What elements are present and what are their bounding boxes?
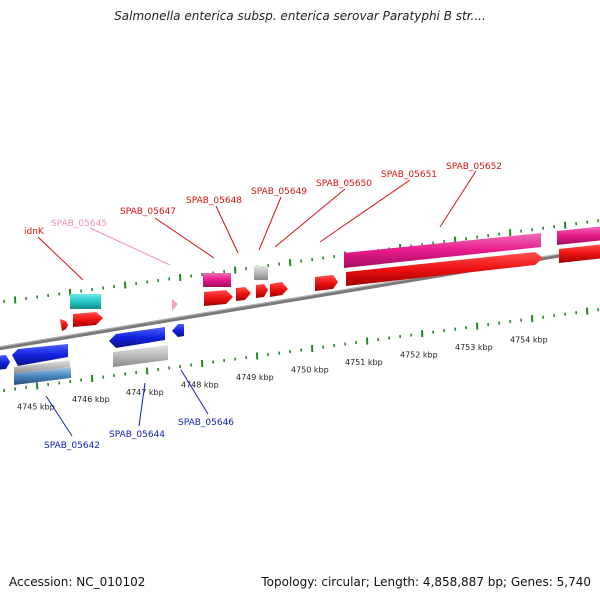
gene-label-SPAB_05645[interactable]: SPAB_05645 (51, 219, 107, 229)
gene-label-SPAB_05642[interactable]: SPAB_05642 (44, 441, 100, 451)
gene-label-SPAB_05647[interactable]: SPAB_05647 (120, 207, 176, 217)
forward-cds[interactable] (559, 244, 600, 263)
reverse-cds[interactable] (0, 355, 10, 370)
topology-summary: Topology: circular; Length: 4,858,887 bp… (261, 575, 591, 589)
outer-tick-row (3, 219, 600, 304)
SPAB_05644-misc[interactable] (113, 345, 168, 367)
position-tick-label: 4749 kbp (236, 373, 274, 382)
gene-label-idnK[interactable]: idnK (24, 227, 45, 237)
position-tick-label: 4754 kbp (510, 336, 548, 345)
SPAB_05647-feature[interactable] (203, 273, 231, 287)
map-title: Salmonella enterica subsp. enterica sero… (114, 9, 486, 23)
SPAB_05642-misc[interactable] (14, 367, 71, 385)
position-tick-label: 4747 kbp (126, 388, 164, 397)
SPAB_05649-feature[interactable] (254, 266, 268, 280)
forward-cds[interactable] (204, 290, 233, 306)
SPAB_05651-feature[interactable] (344, 233, 541, 268)
position-tick-labels: 4745 kbp 4746 kbp 4747 kbp 4748 kbp 4749 kbp… (17, 336, 548, 412)
forward-cds[interactable] (315, 275, 338, 291)
reverse-strand-features (0, 324, 184, 385)
position-tick-label: 4745 kbp (17, 403, 55, 412)
idnK-feature[interactable] (70, 294, 101, 309)
gene-label-SPAB_05646[interactable]: SPAB_05646 (178, 418, 234, 428)
position-tick-label: 4750 kbp (291, 365, 329, 374)
SPAB_05649-cds[interactable] (256, 284, 268, 298)
SPAB_05642-feature[interactable] (12, 344, 68, 366)
gene-label-SPAB_05644[interactable]: SPAB_05644 (109, 430, 165, 440)
SPAB_05645-feature[interactable] (172, 299, 178, 311)
position-tick-label: 4748 kbp (181, 380, 219, 389)
forward-strand-features (60, 226, 600, 331)
gene-labels: idnK SPAB_05645 SPAB_05647 SPAB_05648 SP… (24, 162, 502, 451)
SPAB_05652-feature[interactable] (346, 252, 543, 286)
position-tick-label: 4753 kbp (455, 343, 493, 352)
gene-label-SPAB_05651[interactable]: SPAB_05651 (381, 170, 437, 180)
accession-text: Accession: NC_010102 (9, 575, 146, 589)
position-tick-label: 4751 kbp (345, 358, 383, 367)
inner-tick-row (3, 307, 600, 393)
forward-cds[interactable] (73, 312, 103, 327)
label-leaders (37, 170, 477, 437)
SPAB_05650-feature[interactable] (270, 282, 288, 297)
SPAB_05648-feature[interactable] (236, 287, 251, 301)
position-tick-label: 4746 kbp (72, 395, 110, 404)
SPAB_05646-feature[interactable] (172, 324, 184, 337)
gene-label-SPAB_05648[interactable]: SPAB_05648 (186, 196, 242, 206)
forward-pseudo-feature[interactable] (557, 226, 600, 245)
gene-label-SPAB_05652[interactable]: SPAB_05652 (446, 162, 502, 172)
SPAB_05644-feature[interactable] (109, 327, 165, 348)
SPAB_05642-misc[interactable] (14, 360, 70, 374)
position-tick-label: 4752 kbp (400, 351, 438, 360)
forward-cds[interactable] (60, 319, 68, 331)
gene-label-SPAB_05649[interactable]: SPAB_05649 (251, 187, 307, 197)
gene-label-SPAB_05650[interactable]: SPAB_05650 (316, 179, 372, 189)
